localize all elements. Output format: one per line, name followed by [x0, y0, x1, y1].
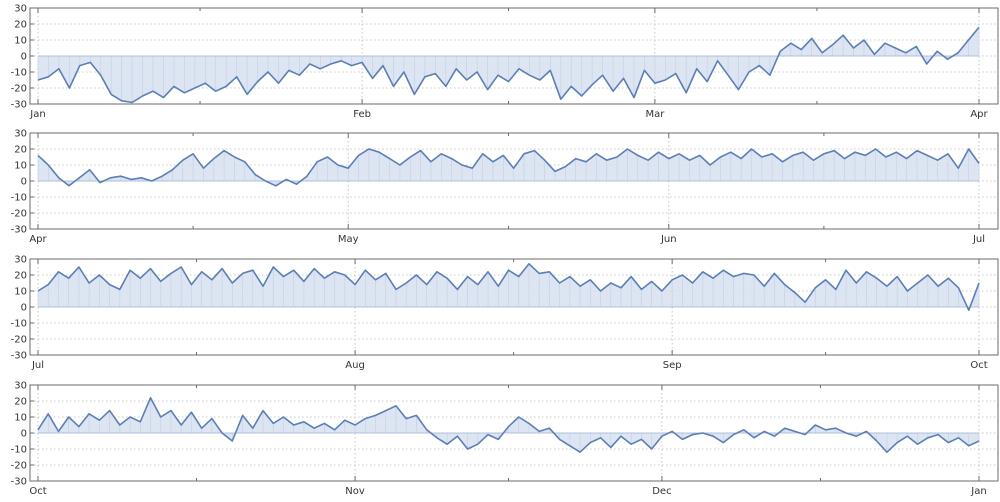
x-tick-label: Sep — [663, 360, 682, 371]
y-tick-label: -30 — [11, 351, 27, 362]
x-tick-label: Apr — [970, 109, 988, 120]
x-tick-label: Nov — [345, 486, 365, 497]
y-tick-label: 20 — [14, 145, 27, 156]
series-line — [37, 397, 980, 453]
chart-panel: -30 -20 -10 0 10 20 30 Jan Feb Mar Apr — [11, 4, 999, 120]
y-tick-label: 30 — [14, 255, 27, 266]
y-tick-label: -20 — [11, 84, 27, 95]
y-tick-label: 20 — [14, 271, 27, 282]
x-tick-label: Jan — [29, 109, 45, 120]
x-tick-label: May — [338, 234, 359, 245]
y-tick-label: 10 — [14, 413, 27, 424]
x-tick-label: Jan — [970, 486, 986, 497]
x-tick-label: Jul — [972, 234, 985, 245]
y-tick-label: -10 — [11, 68, 27, 79]
series-line — [37, 263, 980, 311]
y-tick-label: 0 — [21, 303, 27, 314]
y-tick-label: -30 — [11, 477, 27, 488]
y-tick-label: 10 — [14, 161, 27, 172]
series-line — [37, 26, 980, 104]
x-tick-label: Apr — [29, 234, 47, 245]
y-tick-label: 30 — [14, 4, 27, 15]
y-tick-label: 0 — [21, 52, 27, 63]
chart-panel: -30 -20 -10 0 10 20 30 Apr May Jun Jul — [11, 129, 999, 245]
x-tick-label: Oct — [970, 360, 987, 371]
chart-panel: -30 -20 -10 0 10 20 30 Jul Aug Sep Oct — [11, 255, 999, 371]
y-tick-label: 30 — [14, 129, 27, 140]
y-tick-label: 0 — [21, 429, 27, 440]
y-tick-label: 0 — [21, 177, 27, 188]
y-tick-label: -30 — [11, 225, 27, 236]
x-tick-label: Mar — [645, 109, 665, 120]
y-tick-label: -30 — [11, 100, 27, 111]
series-line — [37, 148, 980, 187]
y-tick-label: -20 — [11, 335, 27, 346]
y-tick-label: 10 — [14, 36, 27, 47]
y-tick-label: -10 — [11, 445, 27, 456]
y-tick-label: 30 — [14, 381, 27, 392]
x-tick-label: Aug — [345, 360, 365, 371]
x-tick-label: Jul — [31, 360, 44, 371]
y-tick-label: -10 — [11, 193, 27, 204]
chart-panel: -30 -20 -10 0 10 20 30 Oct Nov Dec Jan — [11, 381, 999, 497]
series-area — [38, 149, 979, 186]
y-tick-label: -10 — [11, 319, 27, 330]
x-tick-label: Oct — [29, 486, 46, 497]
y-tick-label: -20 — [11, 209, 27, 220]
series-area — [38, 397, 979, 453]
y-tick-label: 10 — [14, 287, 27, 298]
x-tick-label: Dec — [652, 486, 671, 497]
x-tick-label: Feb — [353, 109, 371, 120]
x-tick-label: Jun — [660, 234, 677, 245]
y-tick-label: 20 — [14, 397, 27, 408]
y-tick-label: 20 — [14, 20, 27, 31]
y-tick-label: -20 — [11, 461, 27, 472]
